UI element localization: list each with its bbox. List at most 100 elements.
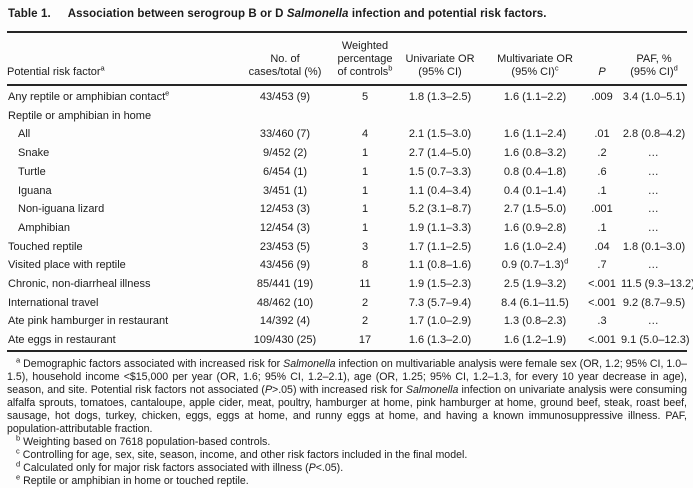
value-cell: 12/454 (3) <box>259 221 311 234</box>
value-cell: 1 <box>361 203 369 216</box>
value-cell: 6/454 (1) <box>262 165 308 178</box>
value-cell: 8.4 (6.1–11.5) <box>501 296 569 309</box>
footnote-e: e Reptile or amphibian in home or touche… <box>16 472 249 487</box>
value-cell: 1.6 (1.0–2.4) <box>503 240 567 253</box>
column-header-paf: PAF, % (95% CI)d <box>621 32 687 86</box>
value-cell: 48/462 (10) <box>256 296 314 309</box>
value-cell: 1 <box>361 221 369 234</box>
value-cell: … <box>647 259 661 272</box>
value-cell: … <box>647 165 661 178</box>
value-cell: 43/453 (9) <box>259 91 311 103</box>
column-header-risk-factor: Potential risk factora <box>7 32 233 86</box>
value-cell: 2.7 (1.4–5.0) <box>408 147 472 160</box>
value-cell: .3 <box>597 315 607 328</box>
value-cell: 11.5 (9.3–13.2) <box>621 278 693 291</box>
value-cell: .009 <box>591 91 613 103</box>
column-header-weighted-pct: Weighted percentage of controlsb <box>337 32 393 86</box>
value-cell: 1.6 (1.1–2.2) <box>503 91 567 103</box>
value-cell: 85/441 (19) <box>256 278 314 291</box>
value-cell: 33/460 (7) <box>259 128 311 141</box>
value-cell: 1 <box>361 165 369 178</box>
risk-factor-cell: Reptile or amphibian in home <box>8 109 152 122</box>
table-title: Association between serogroup B or D Sal… <box>67 8 547 20</box>
value-cell: .2 <box>597 147 607 160</box>
value-cell: 14/392 (4) <box>259 315 311 328</box>
value-cell: 1 <box>361 147 369 160</box>
table-row: Amphibian 12/454 (3) 1 1.9 (1.1–3.3) 1.6 (0.… <box>7 219 687 238</box>
column-header-cases-total: No. of cases/total (%) <box>233 32 337 86</box>
value-cell: 2.1 (1.5–3.0) <box>408 128 472 141</box>
value-cell: 1.1 (0.8–1.6) <box>408 259 472 272</box>
value-cell: 0.8 (0.4–1.8) <box>503 165 567 178</box>
value-cell: 5.2 (3.1–8.7) <box>408 203 472 216</box>
value-cell: .04 <box>594 240 610 253</box>
risk-factor-cell: Ate eggs in restaurant <box>8 334 116 347</box>
value-cell: 1.6 (1.2–1.9) <box>503 334 567 347</box>
value-cell: 5 <box>361 91 369 103</box>
value-cell: … <box>647 147 661 160</box>
footnotes: a Demographic factors associated with in… <box>7 356 687 488</box>
value-cell: 1 <box>361 184 369 197</box>
column-header-univariate-or: Univariate OR (95% CI) <box>393 32 487 86</box>
risk-factor-cell: Chronic, non-diarrheal illness <box>8 278 151 291</box>
risk-factor-cell: International travel <box>8 296 99 309</box>
risk-factor-table: Potential risk factora No. of cases/total … <box>7 31 693 352</box>
table-header: Potential risk factora No. of cases/total … <box>7 32 687 86</box>
value-cell: 1.7 (1.0–2.9) <box>408 315 472 328</box>
value-cell: … <box>647 184 661 197</box>
value-cell: .1 <box>597 221 607 234</box>
value-cell: 4 <box>361 128 369 141</box>
value-cell: … <box>647 315 661 328</box>
risk-factor-cell: Non-iguana lizard <box>18 203 105 216</box>
table-row: Ate pink hamburger in restaurant 14/392 (… <box>7 312 687 331</box>
value-cell: 8 <box>361 259 369 272</box>
value-cell <box>583 107 621 126</box>
value-cell: 1.8 (1.3–2.5) <box>408 91 472 103</box>
table-row: Chronic, non-diarrheal illness 85/441 (19… <box>7 275 693 294</box>
column-header-multivariate-or: Multivariate OR (95% CI)c <box>487 32 583 86</box>
value-cell: .7 <box>597 259 607 272</box>
value-cell: 1.5 (0.7–3.3) <box>408 165 472 178</box>
value-cell: 1.6 (0.8–3.2) <box>503 147 567 160</box>
footnote-d: d Calculated only for major risk factors… <box>16 459 344 474</box>
table-row: Snake 9/452 (2) 1 2.7 (1.4–5.0) 1.6 (0.8–3.2… <box>7 144 687 163</box>
footnote-c: c Controlling for age, sex, site, season… <box>16 446 468 461</box>
value-cell: 9.1 (5.0–12.3) <box>621 334 690 347</box>
value-cell: 11 <box>359 278 371 291</box>
value-cell: 0.4 (0.1–1.4) <box>503 184 567 197</box>
table-row: All 33/460 (7) 4 2.1 (1.5–3.0) 1.6 (1.1–2.4)… <box>7 125 687 144</box>
table-row: Ate eggs in restaurant 109/430 (25) 17 1.6 … <box>7 331 690 351</box>
value-cell: 1.6 (1.3–2.0) <box>408 334 472 347</box>
risk-factor-cell: Snake <box>18 147 50 160</box>
value-cell: 23/453 (5) <box>259 240 311 253</box>
risk-factor-cell: Visited place with reptile <box>8 259 126 272</box>
value-cell: .6 <box>597 165 607 178</box>
risk-factor-cell: Iguana <box>18 184 52 197</box>
column-header-p-value: P <box>583 32 621 86</box>
header-row: Potential risk factora No. of cases/total … <box>7 32 687 86</box>
footnote-b: b Weighting based on 7618 population-bas… <box>16 433 271 448</box>
value-cell: 12/453 (3) <box>259 203 311 216</box>
table-row: Turtle 6/454 (1) 1 1.5 (0.7–3.3) 0.8 (0.4–1.… <box>7 163 687 182</box>
table-row: Visited place with reptile 43/456 (9) 8 1.1… <box>7 256 687 275</box>
risk-factor-cell: Turtle <box>18 165 46 178</box>
table-caption: Table 1. Association between serogroup B… <box>8 8 687 20</box>
value-cell: .01 <box>594 128 610 141</box>
value-cell: 1.3 (0.8–2.3) <box>503 315 567 328</box>
value-cell: 9.2 (8.7–9.5) <box>622 296 686 309</box>
value-cell <box>621 107 687 126</box>
value-cell: 1.9 (1.5–2.3) <box>408 278 472 291</box>
value-cell: 43/456 (9) <box>259 259 311 272</box>
table-row: Touched reptile 23/453 (5) 3 1.7 (1.1–2.5) 1… <box>7 238 687 257</box>
value-cell: 1.6 (0.9–2.8) <box>503 221 567 234</box>
value-cell: … <box>647 221 661 234</box>
table-body: Any reptile or amphibian contacte 43/453 … <box>7 85 693 351</box>
risk-factor-cell: Ate pink hamburger in restaurant <box>8 315 169 328</box>
value-cell: .001 <box>591 203 613 216</box>
risk-factor-cell: Any reptile or amphibian contacte <box>8 88 170 103</box>
value-cell: … <box>647 203 661 216</box>
value-cell: 3.4 (1.0–5.1) <box>622 91 686 103</box>
risk-factor-cell: Amphibian <box>18 221 70 234</box>
value-cell: 3/451 (1) <box>262 184 308 197</box>
